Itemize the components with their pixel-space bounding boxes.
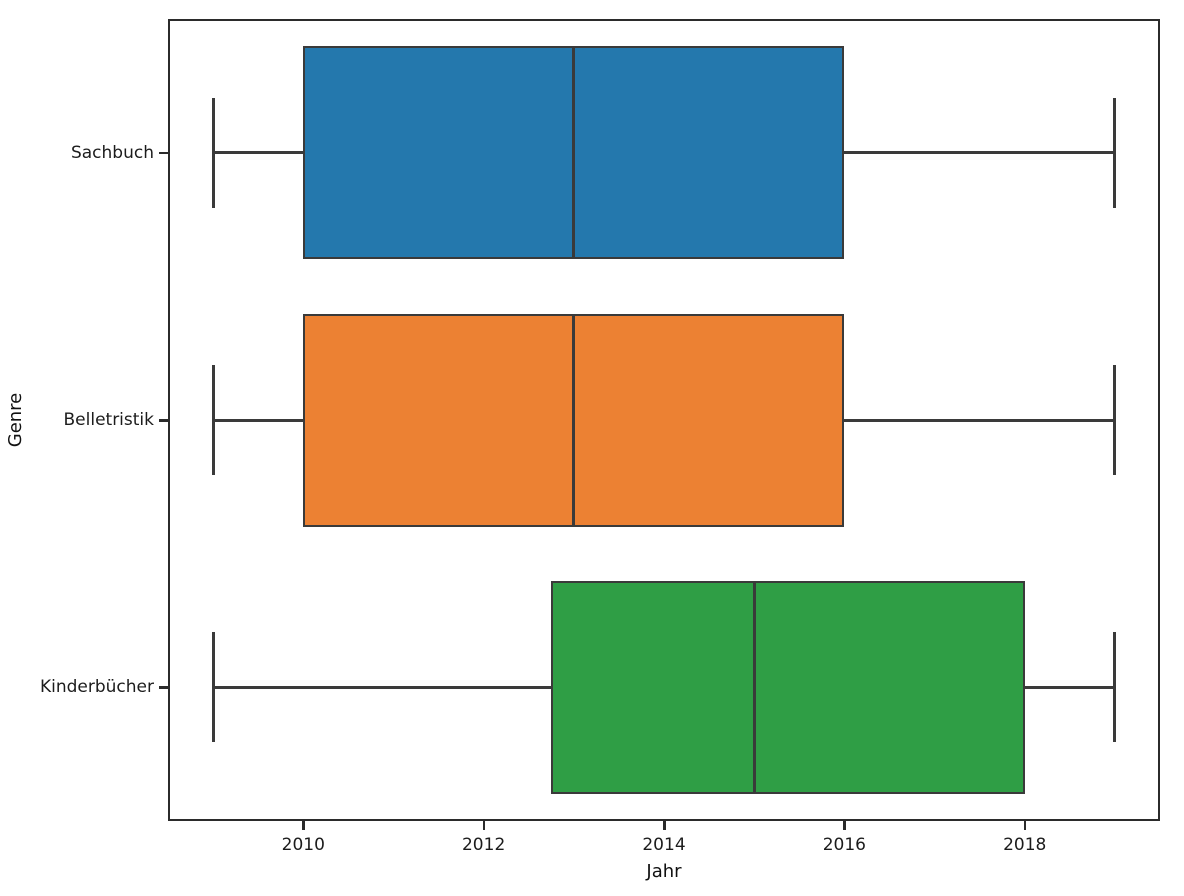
whisker-cap-high <box>1113 97 1117 208</box>
y-tick-mark <box>159 686 168 689</box>
x-tick-mark <box>843 821 846 830</box>
y-tick-mark <box>159 419 168 422</box>
whisker-line-left <box>213 418 304 422</box>
whisker-line-right <box>844 151 1115 155</box>
box <box>551 580 1025 794</box>
x-tick-label: 2014 <box>642 835 686 855</box>
whisker-cap-high <box>1113 632 1117 743</box>
whisker-line-left <box>213 151 304 155</box>
whisker-cap-low <box>211 97 215 208</box>
y-tick-label: Belletristik <box>63 410 155 430</box>
x-tick-label: 2010 <box>281 835 325 855</box>
x-tick-mark <box>482 821 486 830</box>
y-tick-label: Sachbuch <box>70 142 154 163</box>
x-tick-label: 2018 <box>1003 835 1047 855</box>
whisker-cap-low <box>211 365 215 475</box>
whisker-line-right <box>844 418 1115 422</box>
x-tick-mark <box>663 821 666 830</box>
x-tick-label: 2016 <box>822 835 866 855</box>
x-tick-mark <box>302 821 305 830</box>
whisker-cap-high <box>1113 365 1117 475</box>
median-line <box>752 580 756 794</box>
x-tick-label: 2012 <box>461 835 506 855</box>
y-tick-mark <box>159 151 168 155</box>
whisker-line-right <box>1024 685 1115 689</box>
y-tick-label: Kinderbücher <box>39 677 154 698</box>
whisker-cap-low <box>211 632 215 743</box>
median-line <box>572 46 576 260</box>
whisker-line-left <box>213 685 552 689</box>
x-axis-title: Jahr <box>646 861 682 882</box>
median-line <box>572 313 576 527</box>
x-tick-mark <box>1023 821 1027 830</box>
